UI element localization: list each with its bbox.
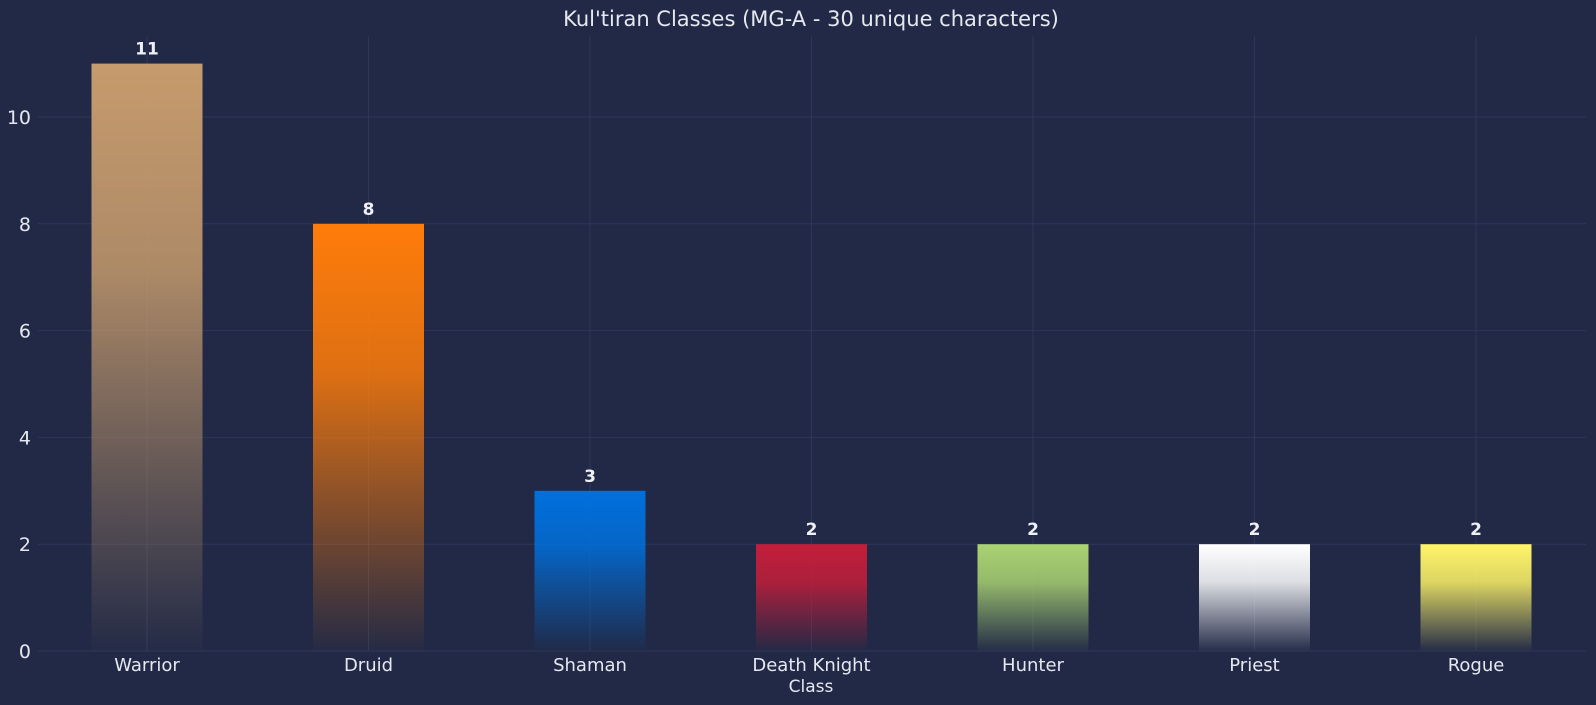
chart-title: Kul'tiran Classes (MG-A - 30 unique char… [563,7,1059,31]
x-tick-label: Priest [1229,655,1279,676]
data-label: 8 [363,200,375,220]
data-labels: 11 8 3 2 2 2 2 [135,40,1482,541]
bar-druid [313,223,424,652]
x-axis-ticks: Warrior Druid Shaman Death Knight Hunter Prie… [114,655,1504,676]
x-tick-label: Shaman [553,655,627,676]
x-axis-label: Class [789,677,834,697]
bars [91,63,1532,652]
data-label: 2 [806,520,818,540]
y-tick-label: 0 [19,641,31,663]
y-axis-ticks: 0 2 4 6 8 10 [7,107,31,663]
bar-priest [1199,544,1310,651]
x-tick-label: Rogue [1448,655,1505,676]
data-label: 2 [1249,520,1261,540]
x-tick-label: Death Knight [752,655,870,676]
y-tick-label: 10 [7,107,31,129]
y-tick-label: 2 [19,534,31,556]
bar-rogue [1420,544,1532,651]
data-label: 2 [1470,520,1482,540]
data-label: 11 [135,40,159,60]
bar-warrior [91,63,203,652]
x-tick-label: Warrior [114,655,180,676]
bar-hunter [977,544,1089,651]
y-tick-label: 6 [19,321,31,343]
data-label: 2 [1027,520,1039,540]
data-label: 3 [584,467,596,487]
x-tick-label: Hunter [1002,655,1064,676]
bar-shaman [534,490,646,651]
y-tick-label: 8 [19,214,31,236]
x-tick-label: Druid [344,655,393,676]
bar-death-knight [756,544,867,651]
y-tick-label: 4 [19,427,31,449]
